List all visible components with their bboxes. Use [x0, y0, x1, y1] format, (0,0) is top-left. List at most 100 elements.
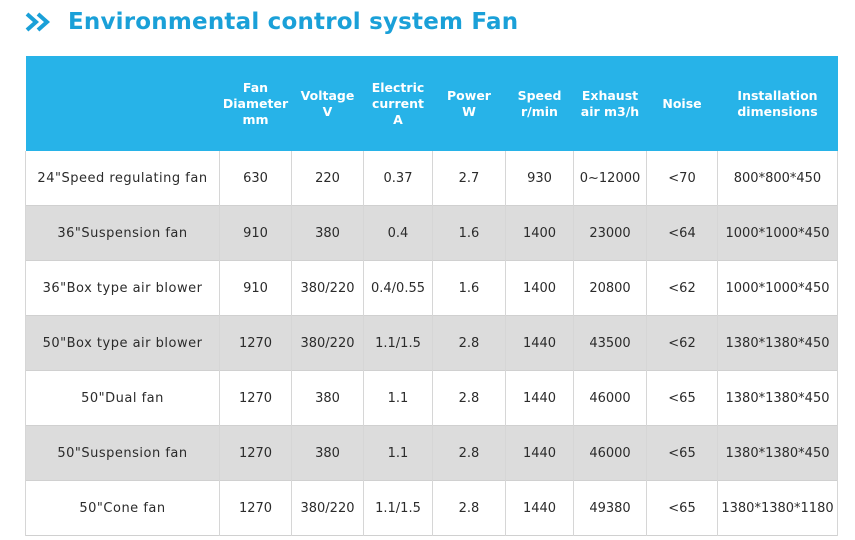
table-cell: 20800	[573, 260, 647, 316]
column-header-line: mm	[242, 111, 269, 127]
table-cell: 46000	[573, 370, 647, 426]
table-cell: 1380*1380*450	[717, 425, 838, 481]
table-cell: 630	[219, 151, 292, 206]
table-cell: 1000*1000*450	[717, 205, 838, 261]
table-cell: 2.8	[432, 370, 506, 426]
column-header: Speed r/min	[505, 56, 574, 151]
column-header: Noise	[646, 56, 718, 151]
table-cell: 1380*1380*1180	[717, 480, 838, 536]
table-cell: 930	[505, 151, 574, 206]
table-cell: 380	[291, 425, 364, 481]
table-row: 24"Speed regulating fan 630 220 0.37 2.7 930 0…	[25, 151, 838, 206]
fan-name-cell: 36"Suspension fan	[25, 205, 220, 261]
table-cell: 1270	[219, 370, 292, 426]
table-cell: 1.1	[363, 425, 433, 481]
page-title: Environmental control system Fan	[68, 9, 519, 35]
fan-spec-table: Fan Diameter mm Voltage V Electric current A Pow…	[25, 56, 838, 536]
table-cell: 0.4	[363, 205, 433, 261]
column-header-line: Noise	[662, 95, 702, 111]
table-cell: 1440	[505, 370, 574, 426]
double-chevron-right-icon	[25, 12, 51, 32]
column-header: Exhaust air m3/h	[573, 56, 647, 151]
table-row: 50"Box type air blower 1270 380/220 1.1/1.5…	[25, 315, 838, 371]
table-row: 36"Suspension fan 910 380 0.4 1.6 1400 23000 <6…	[25, 205, 838, 261]
column-header-line: A	[393, 111, 403, 127]
table-cell: 46000	[573, 425, 647, 481]
fan-name-cell: 50"Suspension fan	[25, 425, 220, 481]
table-cell: 0~12000	[573, 151, 647, 206]
fan-name-cell: 50"Dual fan	[25, 370, 220, 426]
column-header-line: Diameter	[222, 95, 289, 111]
column-header-line: Power	[447, 87, 491, 103]
table-cell: 1380*1380*450	[717, 370, 838, 426]
table-cell: 1440	[505, 315, 574, 371]
table-cell: 380	[291, 370, 364, 426]
column-header	[25, 56, 220, 151]
column-header-line: W	[462, 103, 476, 119]
table-cell: 49380	[573, 480, 647, 536]
table-cell: 1270	[219, 425, 292, 481]
table-cell: 1.1/1.5	[363, 315, 433, 371]
column-header-line: Installation	[737, 87, 818, 103]
table-cell: 1380*1380*450	[717, 315, 838, 371]
table-header-row: Fan Diameter mm Voltage V Electric current A Pow…	[25, 56, 838, 151]
table-cell: 1400	[505, 260, 574, 316]
column-header-line: air m3/h	[580, 103, 640, 119]
column-header-line: Speed	[517, 87, 562, 103]
column-header-line: Voltage	[300, 87, 355, 103]
table-cell: 43500	[573, 315, 647, 371]
table-cell: 380/220	[291, 480, 364, 536]
table-cell: 910	[219, 205, 292, 261]
table-cell: 1440	[505, 425, 574, 481]
column-header: Electric current A	[363, 56, 433, 151]
column-header-line: V	[322, 103, 333, 119]
column-header-line: Electric	[371, 79, 425, 95]
column-header-line: current	[372, 95, 424, 111]
table-cell: <62	[646, 260, 718, 316]
table-cell: <64	[646, 205, 718, 261]
title-bar: Environmental control system Fan	[24, 4, 518, 40]
column-header-line: dimensions	[737, 103, 818, 119]
column-header-line: Exhaust	[581, 87, 639, 103]
table-cell: 1270	[219, 480, 292, 536]
column-header-line: r/min	[521, 103, 558, 119]
table-cell: 1440	[505, 480, 574, 536]
table-cell: 910	[219, 260, 292, 316]
table-cell: <62	[646, 315, 718, 371]
fan-name-cell: 24"Speed regulating fan	[25, 151, 220, 206]
fan-name-cell: 50"Cone fan	[25, 480, 220, 536]
table-cell: 23000	[573, 205, 647, 261]
table-cell: 800*800*450	[717, 151, 838, 206]
table-cell: 380	[291, 205, 364, 261]
column-header-line: Fan	[242, 79, 269, 95]
table-cell: <65	[646, 480, 718, 536]
column-header: Power W	[432, 56, 506, 151]
table-cell: 1.6	[432, 205, 506, 261]
table-row: 50"Suspension fan 1270 380 1.1 2.8 1440 46000 <…	[25, 425, 838, 481]
table-cell: 2.7	[432, 151, 506, 206]
table-cell: 1.1/1.5	[363, 480, 433, 536]
table-row: 36"Box type air blower 910 380/220 0.4/0.55…	[25, 260, 838, 316]
table-cell: 2.8	[432, 480, 506, 536]
table-cell: 1000*1000*450	[717, 260, 838, 316]
table-cell: 1.6	[432, 260, 506, 316]
column-header: Installation dimensions	[717, 56, 838, 151]
table-body: 24"Speed regulating fan 630 220 0.37 2.7 930 0…	[25, 151, 838, 536]
column-header: Fan Diameter mm	[219, 56, 292, 151]
table-cell: 380/220	[291, 260, 364, 316]
table-cell: 1.1	[363, 370, 433, 426]
fan-name-cell: 50"Box type air blower	[25, 315, 220, 371]
table-row: 50"Cone fan 1270 380/220 1.1/1.5 2.8 1440 4938…	[25, 480, 838, 536]
table-cell: 2.8	[432, 315, 506, 371]
table-cell: 220	[291, 151, 364, 206]
table-cell: 380/220	[291, 315, 364, 371]
table-cell: <70	[646, 151, 718, 206]
column-header: Voltage V	[291, 56, 364, 151]
table-cell: 1400	[505, 205, 574, 261]
table-cell: <65	[646, 370, 718, 426]
table-row: 50"Dual fan 1270 380 1.1 2.8 1440 46000 <65 1380…	[25, 370, 838, 426]
table-cell: 2.8	[432, 425, 506, 481]
table-cell: <65	[646, 425, 718, 481]
fan-name-cell: 36"Box type air blower	[25, 260, 220, 316]
table-cell: 1270	[219, 315, 292, 371]
